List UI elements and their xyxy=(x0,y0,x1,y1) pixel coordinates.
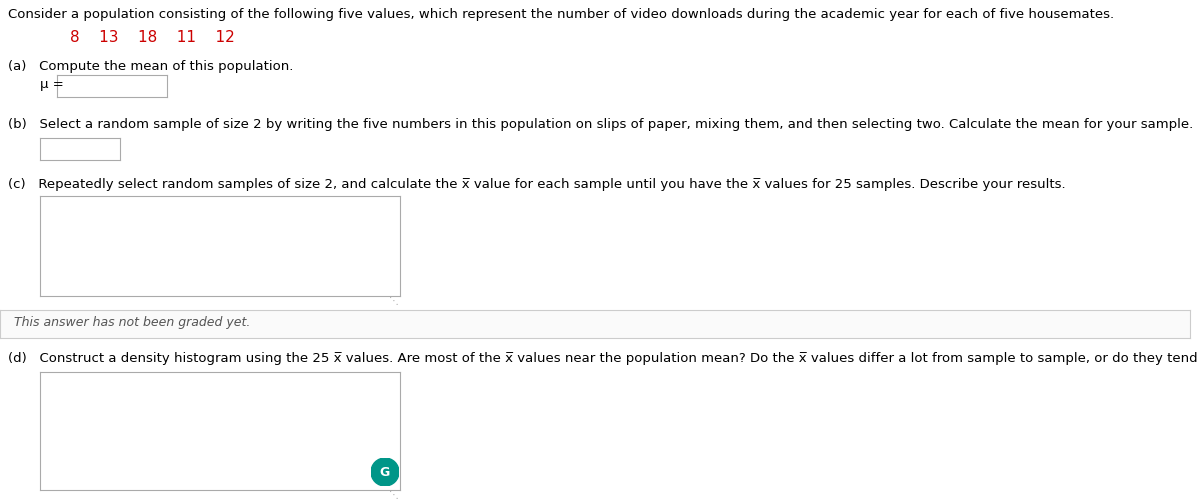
Text: 8    13    18    11    12: 8 13 18 11 12 xyxy=(70,30,235,45)
Text: (b)   Select a random sample of size 2 by writing the five numbers in this popul: (b) Select a random sample of size 2 by … xyxy=(8,118,1193,131)
Text: ⋱: ⋱ xyxy=(389,296,398,306)
Text: (d)   Construct a density histogram using the 25 x̅ values. Are most of the x̅ v: (d) Construct a density histogram using … xyxy=(8,352,1200,365)
Text: G: G xyxy=(380,466,390,478)
Text: μ =: μ = xyxy=(40,78,64,91)
Text: This answer has not been graded yet.: This answer has not been graded yet. xyxy=(14,316,251,329)
Text: ⋱: ⋱ xyxy=(389,490,398,500)
Text: (a)   Compute the mean of this population.: (a) Compute the mean of this population. xyxy=(8,60,293,73)
Circle shape xyxy=(371,458,398,486)
Text: Consider a population consisting of the following five values, which represent t: Consider a population consisting of the … xyxy=(8,8,1114,21)
Text: (c)   Repeatedly select random samples of size 2, and calculate the x̅ value for: (c) Repeatedly select random samples of … xyxy=(8,178,1066,191)
